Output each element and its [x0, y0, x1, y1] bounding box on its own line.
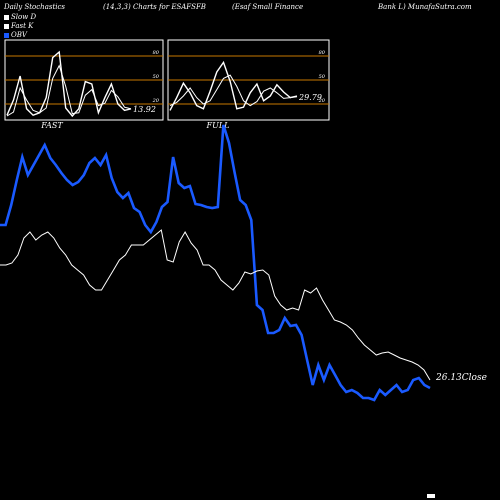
stochastic-line-1	[6, 50, 132, 118]
stochastic-line-1	[169, 60, 298, 111]
last-value-label: 13.92	[133, 105, 156, 114]
legend-swatch	[4, 14, 9, 20]
close-value-label: 26.13Close	[435, 373, 487, 383]
legend-obv: OBV	[4, 31, 27, 39]
tick-label: 20	[318, 98, 326, 104]
bottom-marker	[427, 494, 435, 498]
last-value-label: 29.79	[298, 93, 322, 102]
legend-label: Fast K	[11, 22, 34, 30]
legend-label: OBV	[11, 31, 27, 39]
legend-label: Slow D	[11, 13, 37, 21]
chart-params: (14,3,3) Charts for ESAFSFB	[103, 3, 206, 11]
company-name: (Esaf Small Finance	[232, 3, 304, 11]
obv-line	[0, 124, 431, 402]
stochastic-line-0	[169, 74, 298, 107]
panel-label: FULL	[206, 121, 230, 130]
stochastic-line-0	[6, 64, 132, 117]
panel-label: FAST	[40, 121, 63, 130]
close-line	[0, 229, 431, 381]
tick-label: 50	[319, 74, 326, 80]
tick-label: 80	[153, 50, 160, 56]
tick-label: 80	[319, 50, 326, 56]
legend-slow-d: Slow D	[4, 13, 36, 21]
legend-fast-k: Fast K	[4, 22, 33, 30]
chart-title: Daily Stochastics	[4, 3, 66, 11]
legend-swatch	[4, 32, 9, 38]
tick-label: 50	[153, 74, 160, 80]
legend-swatch	[4, 23, 9, 29]
site-name: Bank L) MunafaSutra.com	[378, 3, 472, 11]
tick-label: 20	[152, 98, 160, 104]
